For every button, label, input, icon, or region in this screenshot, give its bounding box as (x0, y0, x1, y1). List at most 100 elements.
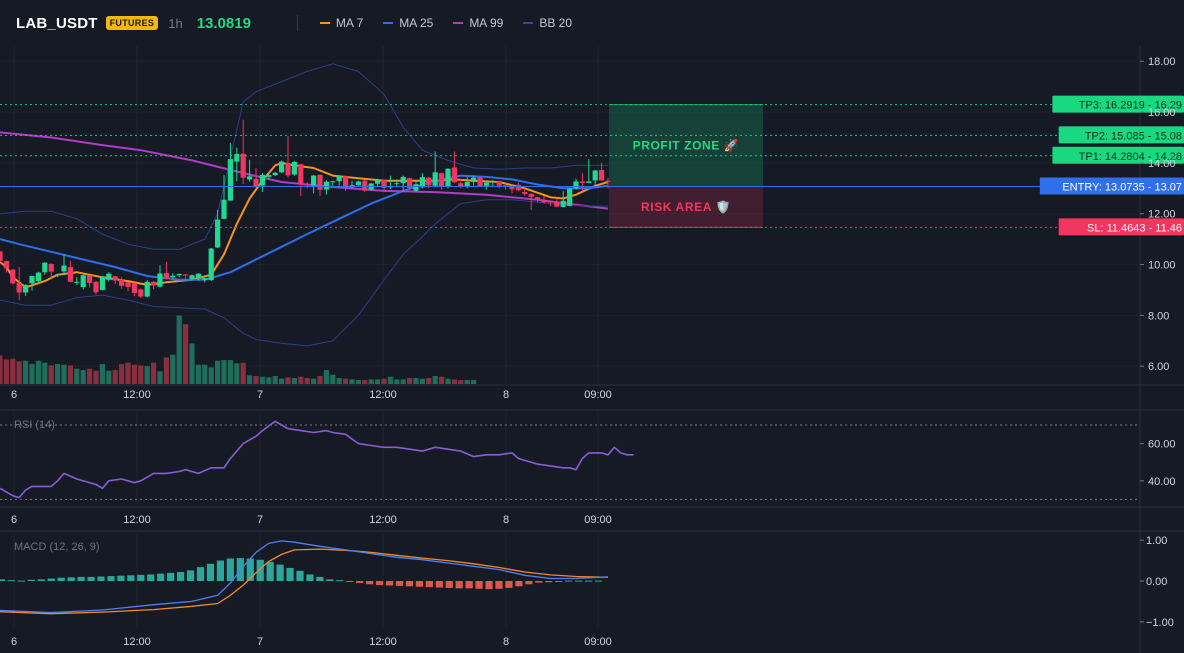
volume-bar (330, 374, 336, 384)
volume-bar (29, 364, 35, 384)
macd-hist-bar (97, 576, 105, 581)
candle-body (304, 184, 310, 186)
volume-bar (394, 379, 400, 384)
timeframe-label[interactable]: 1h (168, 15, 183, 31)
macd-hist-bar (376, 581, 384, 586)
candle-body (579, 181, 585, 183)
macd-hist-bar (316, 576, 324, 581)
candle-body (112, 276, 118, 281)
volume-bar (253, 376, 259, 384)
time-tick: 12:00 (123, 514, 151, 526)
price-tag-label: TP3: 16.2919 - 16.29 (1079, 100, 1182, 112)
volume-bar (202, 364, 208, 384)
legend-ma25[interactable]: MA 25 (383, 16, 433, 30)
time-tick: 7 (257, 514, 263, 526)
macd-hist-bar (485, 581, 493, 590)
price-tag (1052, 95, 1184, 113)
candle-body (592, 170, 598, 181)
candle-body (215, 219, 221, 248)
candle-body (253, 178, 259, 188)
macd-signal-line (0, 548, 609, 615)
price-tick: 6.00 (1148, 361, 1169, 373)
price-tag-label: SL: 11.4643 - 11.46 (1087, 222, 1182, 234)
macd-hist-bar (157, 573, 165, 581)
ma7-label: MA 7 (335, 16, 364, 30)
volume-bar (163, 357, 169, 384)
candle-body (42, 262, 48, 273)
volume-bar (266, 377, 272, 384)
candle-body (605, 180, 611, 182)
candle-body (426, 177, 432, 186)
macd-hist-bar (276, 564, 284, 581)
macd-hist-bar (87, 576, 95, 581)
legend-bb20[interactable]: BB 20 (523, 16, 572, 30)
legend-ma7[interactable]: MA 7 (319, 16, 364, 30)
macd-line (0, 540, 609, 614)
ma25-label: MA 25 (399, 16, 434, 30)
candle-body (208, 248, 214, 281)
symbol-label[interactable]: LAB_USDT (16, 14, 98, 32)
candle-body (471, 177, 477, 182)
macd-hist-bar (186, 570, 195, 581)
candle-body (48, 264, 54, 272)
candle-body (144, 281, 150, 297)
volume-bar (323, 370, 329, 384)
volume-bar (221, 360, 227, 384)
macd-hist-bar (425, 581, 433, 588)
volume-bar (368, 379, 374, 384)
price-tick: 8.00 (1148, 310, 1169, 322)
candle-body (29, 275, 35, 284)
macd-title: MACD (12, 26, 9) (14, 541, 100, 553)
candle-body (394, 183, 400, 185)
ma99-label: MA 99 (469, 16, 504, 30)
macd-hist-bar (445, 581, 453, 588)
candle-body (183, 274, 189, 276)
macd-hist-bar (206, 563, 215, 581)
macd-hist-bar (127, 575, 135, 581)
volume-bar (451, 379, 457, 384)
volume-bar (247, 375, 253, 384)
candle-body (3, 260, 9, 269)
macd-hist-bar (17, 580, 25, 582)
volume-bar (362, 380, 368, 384)
header-divider (296, 15, 298, 31)
volume-bar (285, 377, 291, 384)
candle-body (343, 176, 349, 188)
candle-body (202, 278, 208, 280)
volume-bar (400, 379, 406, 384)
candle-body (432, 172, 438, 186)
macd-hist-bar (37, 579, 45, 581)
axes: 6 6 6 12:00 12:00 12:00 7 7 7 12:00 12:00 12:00 8 8 8 0… (11, 56, 1176, 648)
rsi-pane: RSI (14) 60.00 40.00 (0, 419, 1176, 500)
candle-body (567, 188, 573, 206)
bb20-label: BB 20 (539, 16, 573, 30)
candle-body (0, 251, 3, 261)
volume-bar (189, 343, 195, 384)
volume-bar (304, 378, 310, 384)
price-tick: 14.00 (1148, 158, 1176, 170)
volume-bar (413, 378, 419, 384)
macd-hist-bar (385, 581, 394, 586)
time-tick: 12:00 (369, 389, 397, 401)
volume-bar (208, 367, 214, 384)
volume-bar (259, 376, 265, 384)
rsi-line (0, 420, 634, 499)
volume-bar (119, 364, 125, 384)
legend-ma99[interactable]: MA 99 (453, 16, 503, 30)
candle-body (515, 184, 521, 191)
candle-body (138, 289, 144, 297)
candle-body (279, 161, 285, 173)
volume-bar (381, 378, 387, 384)
volume-bar (151, 362, 157, 384)
time-tick: 8 (503, 389, 509, 401)
candle-body (99, 277, 105, 290)
macd-hist-bar (286, 567, 294, 581)
candle-body (272, 172, 278, 176)
risk-zone (609, 186, 763, 228)
candle-body (266, 175, 272, 177)
volume-bar (106, 370, 112, 384)
candle-body (522, 191, 528, 194)
time-tick: 8 (503, 636, 509, 648)
candle-body (16, 283, 22, 293)
